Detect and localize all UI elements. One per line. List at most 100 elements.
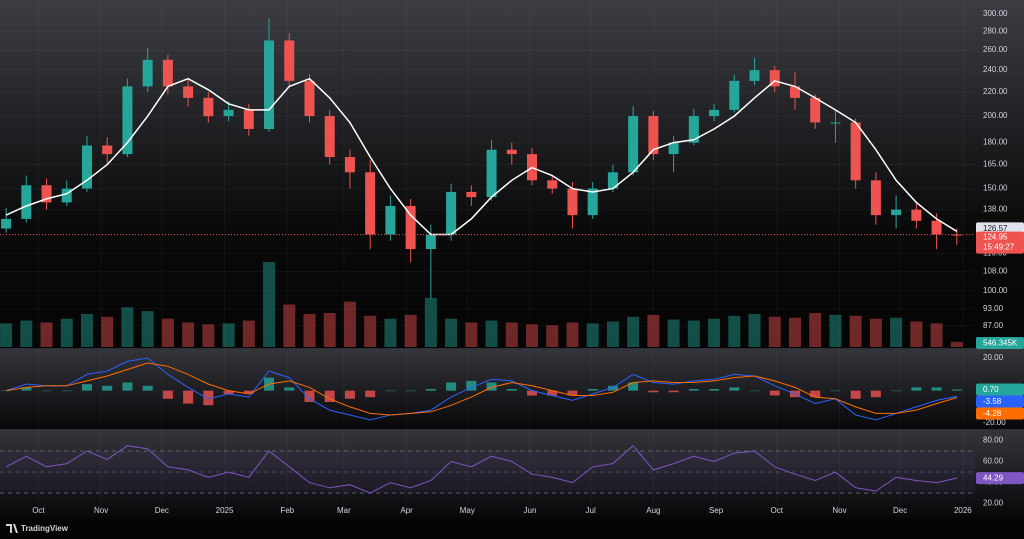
- volume-bar: [303, 313, 316, 347]
- candle-body: [587, 188, 598, 216]
- candle-body: [769, 70, 780, 87]
- signal-value-label-bg: [976, 407, 1024, 420]
- candle-body: [203, 97, 214, 117]
- candle-body: [365, 172, 376, 235]
- histogram-bar: [344, 390, 355, 399]
- logo: TradingView: [6, 524, 69, 533]
- y-tick-label: 300.00: [983, 9, 1008, 18]
- candle-body: [405, 205, 416, 250]
- x-tick-label: Dec: [893, 506, 907, 515]
- histogram-bar: [951, 389, 962, 391]
- volume-bar: [40, 322, 53, 347]
- histogram-bar: [648, 390, 659, 393]
- histogram-bar: [506, 389, 517, 391]
- histogram-bar: [102, 385, 113, 391]
- y-tick-label: 60.00: [983, 457, 1004, 466]
- histogram-bar: [324, 390, 335, 402]
- y-tick-label: 20.00: [983, 353, 1004, 362]
- volume-label: 546.345K: [983, 339, 1018, 348]
- histogram-bar: [81, 384, 92, 391]
- histogram-bar: [628, 382, 639, 391]
- histogram-bar: [870, 390, 881, 398]
- candle-body: [850, 122, 861, 181]
- volume-bar: [708, 318, 721, 347]
- volume-bar: [526, 324, 539, 347]
- candle-body: [81, 145, 92, 189]
- volume-bar: [485, 320, 498, 347]
- histogram-value-label-bg: [976, 383, 1024, 396]
- histogram-bar: [709, 389, 720, 391]
- candle-body: [142, 59, 153, 87]
- histogram-bar: [607, 385, 618, 391]
- volume-bar: [141, 311, 154, 347]
- x-tick-label: Apr: [400, 506, 413, 515]
- y-tick-label: 240.00: [983, 65, 1008, 74]
- volume-bar: [445, 318, 458, 347]
- candle-body: [183, 86, 194, 98]
- volume-bar: [930, 323, 943, 347]
- histogram-bar: [486, 382, 497, 391]
- volume-bar: [586, 323, 599, 347]
- volume-bar: [80, 313, 93, 347]
- candle-body: [466, 191, 477, 198]
- volume-bar: [647, 314, 660, 347]
- candle-body: [911, 209, 922, 221]
- volume-bar: [263, 262, 276, 347]
- histogram-bar: [446, 382, 457, 391]
- histogram-bar: [850, 390, 861, 399]
- volume-bar: [202, 324, 215, 347]
- rsi-pane: [0, 430, 1024, 518]
- volume-label-bg: [976, 337, 1024, 349]
- histogram-bar: [587, 389, 598, 391]
- candle-body: [284, 40, 295, 81]
- moving-average: [5, 77, 958, 236]
- volume-bar: [687, 320, 700, 347]
- y-tick-label: 280.00: [983, 26, 1008, 35]
- macd-value-label: -3.58: [983, 397, 1002, 406]
- ma-value-label-bg: [976, 222, 1024, 235]
- candle-body: [628, 116, 639, 173]
- candle-body: [709, 109, 720, 117]
- volume-bar: [788, 317, 801, 347]
- volume-bar: [606, 321, 619, 347]
- volume-bar: [242, 320, 255, 347]
- candle-body: [122, 86, 133, 155]
- ma-value-label: 126.57: [983, 224, 1008, 233]
- rsi-value-label: 44.29: [983, 474, 1004, 483]
- volume-bar: [627, 316, 640, 347]
- signal-value-label: -4.28: [983, 409, 1002, 418]
- candle-body: [951, 234, 962, 236]
- y-tick-label: 138.00: [983, 205, 1008, 214]
- candle-body: [223, 109, 234, 117]
- candle-body: [749, 70, 760, 81]
- histogram-bar: [203, 390, 214, 406]
- x-tick-label: Feb: [280, 506, 294, 515]
- macd-line: [5, 357, 957, 421]
- volume-bar: [465, 322, 478, 347]
- candle-body: [648, 116, 659, 155]
- histogram-bar: [21, 387, 32, 391]
- volume-bar: [0, 323, 13, 347]
- volume-bar: [222, 323, 235, 347]
- candle-body: [729, 80, 740, 110]
- volume-bar: [283, 304, 296, 347]
- volume-bar: [809, 313, 822, 347]
- candle-body: [688, 116, 699, 143]
- x-tick-label: Jul: [586, 506, 596, 515]
- candle-body: [830, 122, 841, 124]
- y-tick-label: 93.00: [983, 304, 1004, 313]
- candle-body: [61, 188, 72, 203]
- y-tick-label: 100.00: [983, 286, 1008, 295]
- volume-bar: [323, 313, 336, 347]
- signal-line: [6, 362, 957, 416]
- candle-body: [425, 234, 436, 250]
- main-pane: [0, 0, 1024, 348]
- histogram-bar: [891, 390, 902, 392]
- brand: TradingView: [21, 524, 69, 533]
- rsi-line: [5, 444, 957, 494]
- volume-bar: [404, 314, 417, 347]
- candle-body: [243, 109, 254, 130]
- candle-body: [567, 188, 578, 216]
- candle-body: [344, 157, 355, 173]
- volume-bar: [728, 315, 741, 347]
